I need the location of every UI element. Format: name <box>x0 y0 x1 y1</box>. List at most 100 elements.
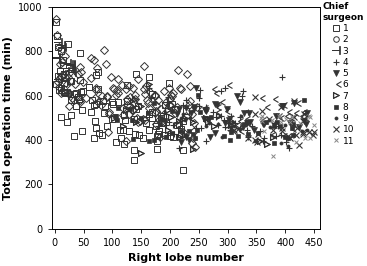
5 <box>262 122 266 125</box>
7 <box>169 115 173 118</box>
9 <box>230 120 235 124</box>
10 <box>294 126 299 129</box>
Line: 1: 1 <box>53 20 188 173</box>
Line: 3: 3 <box>52 39 76 97</box>
8 <box>158 122 163 125</box>
3 <box>60 72 65 75</box>
10 <box>294 133 298 136</box>
7 <box>139 151 143 155</box>
5 <box>245 121 249 124</box>
11 <box>298 122 302 125</box>
5 <box>297 126 301 129</box>
9 <box>279 141 283 144</box>
1 <box>102 105 107 108</box>
10 <box>272 124 276 127</box>
10 <box>292 116 296 119</box>
8 <box>302 99 306 102</box>
6 <box>287 117 292 120</box>
5 <box>192 107 196 110</box>
6 <box>218 100 222 103</box>
1 <box>119 136 123 140</box>
10 <box>260 110 265 113</box>
10 <box>236 127 240 130</box>
4 <box>197 88 202 91</box>
6 <box>294 102 299 105</box>
11 <box>308 115 312 118</box>
7 <box>133 97 137 100</box>
10 <box>279 106 283 109</box>
5 <box>225 107 229 110</box>
8 <box>170 131 174 134</box>
9 <box>207 121 211 124</box>
5 <box>274 114 279 118</box>
6 <box>291 111 296 114</box>
9 <box>220 135 224 139</box>
9 <box>300 129 304 132</box>
8 <box>138 117 143 120</box>
10 <box>253 113 257 116</box>
9 <box>188 116 192 119</box>
10 <box>246 123 250 126</box>
5 <box>214 103 219 106</box>
4 <box>197 105 201 108</box>
8 <box>127 107 132 110</box>
9 <box>253 139 257 142</box>
6 <box>214 106 218 109</box>
6 <box>223 109 228 113</box>
5 <box>281 104 285 107</box>
10 <box>256 133 260 136</box>
8 <box>113 115 117 118</box>
8 <box>169 109 174 112</box>
Line: 9: 9 <box>178 110 310 149</box>
11 <box>288 120 292 123</box>
10 <box>232 129 236 132</box>
7 <box>166 109 171 112</box>
2 <box>67 92 72 95</box>
8 <box>283 135 287 139</box>
5 <box>189 111 193 114</box>
7 <box>112 116 117 119</box>
4 <box>245 128 249 131</box>
8 <box>146 111 150 114</box>
8 <box>256 131 260 134</box>
3 <box>70 71 74 74</box>
6 <box>288 127 293 130</box>
7 <box>183 117 188 120</box>
10 <box>277 114 281 117</box>
8 <box>286 136 290 140</box>
11 <box>270 155 275 158</box>
3 <box>63 79 68 82</box>
7 <box>134 120 139 124</box>
8 <box>164 136 169 139</box>
9 <box>305 129 309 132</box>
Line: 8: 8 <box>113 93 306 145</box>
7 <box>190 147 195 150</box>
3 <box>68 67 72 70</box>
5 <box>194 86 198 89</box>
5 <box>203 108 207 111</box>
5 <box>292 102 296 105</box>
7 <box>177 119 182 123</box>
10 <box>286 135 290 138</box>
5 <box>208 135 212 139</box>
5 <box>252 128 257 132</box>
8 <box>187 130 191 133</box>
1 <box>179 132 183 135</box>
10 <box>301 119 305 122</box>
10 <box>307 131 311 134</box>
8 <box>236 134 240 138</box>
2 <box>167 86 172 90</box>
5 <box>223 121 227 124</box>
5 <box>212 131 217 134</box>
1 <box>181 169 185 172</box>
6 <box>280 134 284 137</box>
6 <box>243 117 247 120</box>
5 <box>212 102 217 106</box>
9 <box>267 119 272 122</box>
3 <box>54 56 58 59</box>
7 <box>271 135 276 139</box>
8 <box>193 137 197 140</box>
6 <box>268 134 273 137</box>
8 <box>291 122 295 125</box>
8 <box>163 118 167 121</box>
